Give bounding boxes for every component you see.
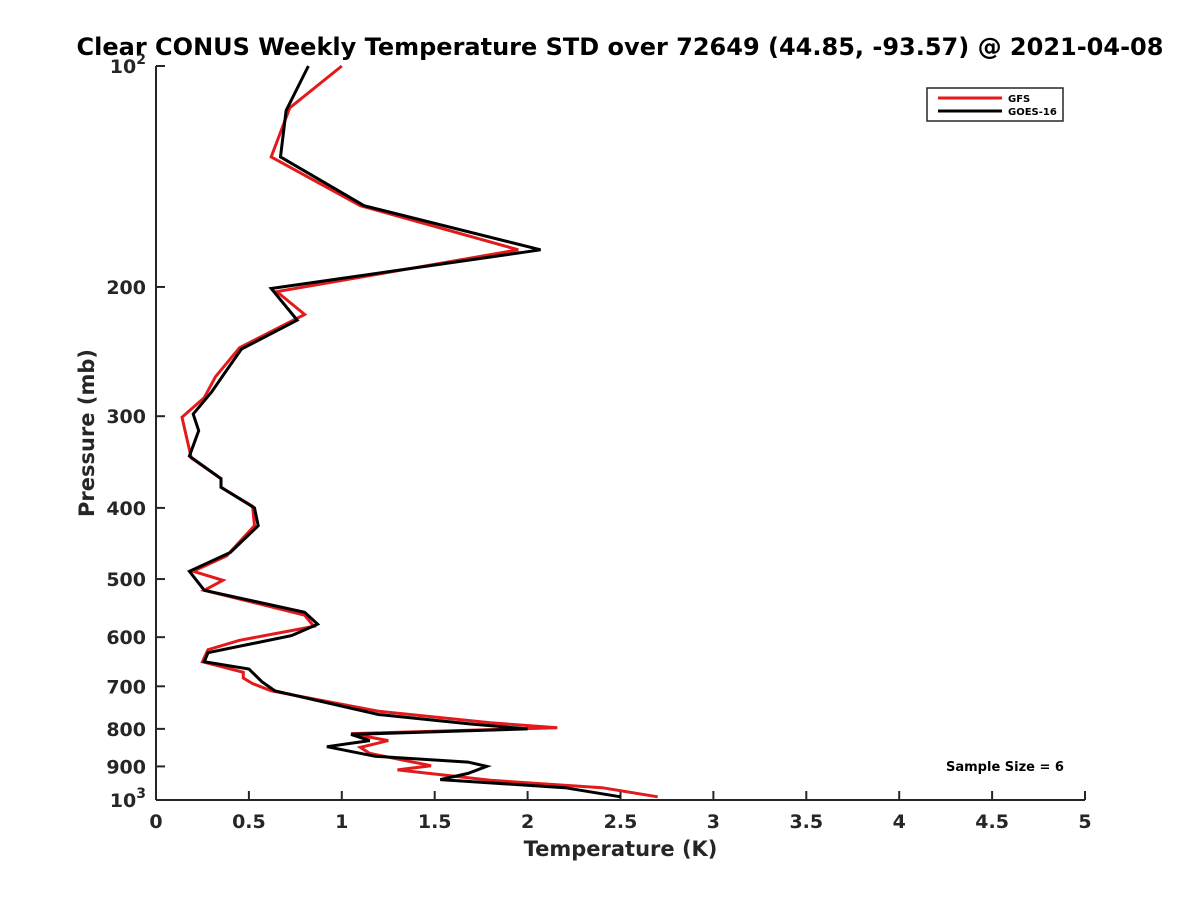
- x-tick-label: 4: [893, 811, 906, 833]
- y-tick-label: 103: [110, 786, 146, 812]
- series-line-goes-16: [187, 65, 621, 799]
- x-tick-label: 1.5: [418, 811, 452, 833]
- y-tick-label: 500: [106, 569, 146, 591]
- y-axis-label: Pressure (mb): [75, 349, 99, 517]
- x-tick-label: 1: [335, 811, 348, 833]
- x-tick-label: 3.5: [789, 811, 823, 833]
- series-group: [180, 64, 658, 799]
- axes: 0 0.5 1 1.5 2 2.5 3 3.5 4 4.5 5 102 200 300 400 500 600 7…: [106, 52, 1091, 833]
- x-tick-label: 3: [707, 811, 720, 833]
- chart-title-group: Clear CONUS Weekly Temperature STD over …: [77, 33, 1164, 61]
- legend-label: GOES-16: [1008, 107, 1057, 118]
- x-tick-label: 0: [149, 811, 162, 833]
- series-line-gfs: [180, 64, 658, 799]
- y-tick-label: 900: [106, 756, 146, 778]
- x-tick-label: 2.5: [604, 811, 638, 833]
- y-tick-label: 700: [106, 676, 146, 698]
- y-tick-label: 102: [110, 52, 146, 78]
- y-tick-label: 600: [106, 627, 146, 649]
- y-tick-label: 300: [106, 406, 146, 428]
- chart-title: Clear CONUS Weekly Temperature STD over …: [77, 33, 1164, 61]
- y-tick-label: 800: [106, 719, 146, 741]
- x-tick-label: 0.5: [232, 811, 266, 833]
- legend-label: GFS: [1008, 94, 1030, 105]
- x-tick-label: 2: [521, 811, 534, 833]
- x-axis-label: Temperature (K): [524, 837, 718, 861]
- legend-box: [926, 87, 1064, 122]
- x-tick-label: 5: [1078, 811, 1091, 833]
- legend: GFS GOES-16: [926, 87, 1064, 122]
- sample-size-annotation: Sample Size = 6: [946, 760, 1064, 775]
- y-tick-label: 400: [106, 498, 146, 520]
- y-tick-label: 200: [106, 277, 146, 299]
- x-tick-label: 4.5: [975, 811, 1009, 833]
